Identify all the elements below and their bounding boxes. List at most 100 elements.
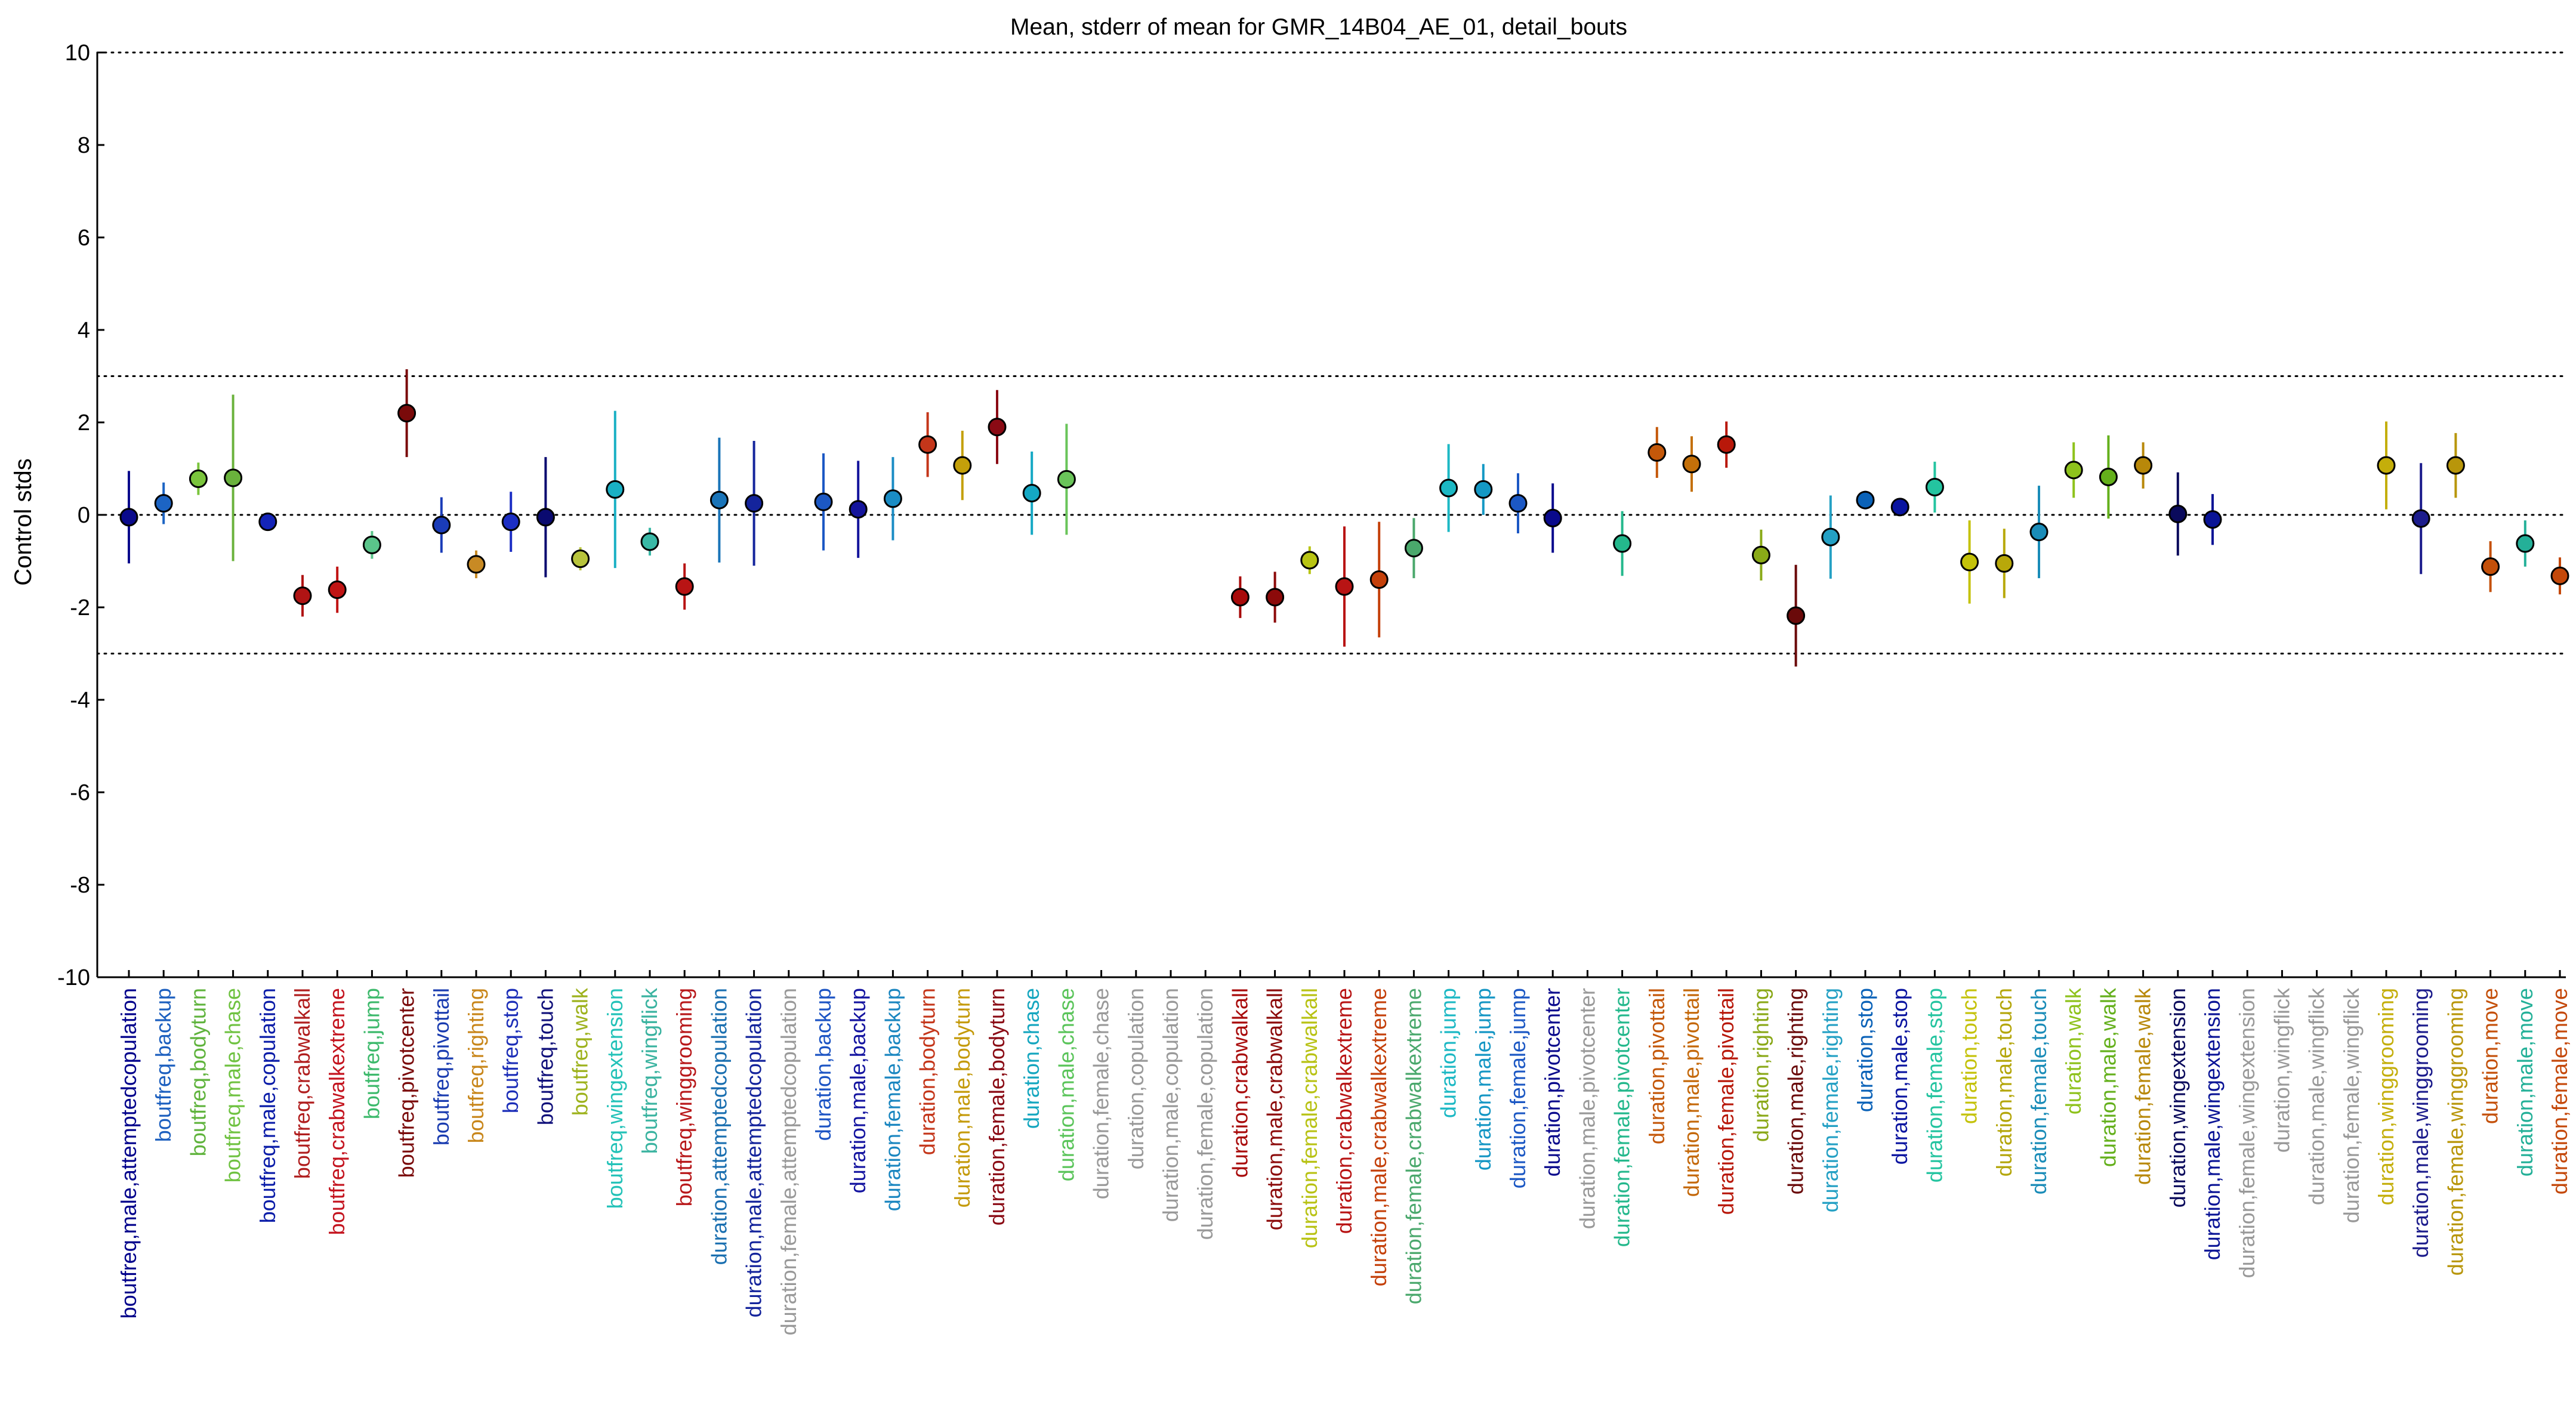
data-point-group xyxy=(849,461,868,558)
x-category-label: duration,crabwalkall xyxy=(1227,988,1252,1178)
x-category-label: duration,female,righting xyxy=(1818,988,1843,1212)
data-point-group xyxy=(1960,520,1979,604)
data-point-group xyxy=(328,566,347,613)
mean-marker xyxy=(1821,527,1840,546)
mean-marker xyxy=(606,480,625,499)
y-tick-label: 2 xyxy=(78,410,90,436)
x-category-label: duration,male,righting xyxy=(1784,988,1808,1194)
x-category-label: duration,female,stop xyxy=(1922,988,1946,1182)
mean-marker xyxy=(1613,534,1632,553)
x-category-label: boutfreq,pivottail xyxy=(429,988,454,1145)
x-category-label: duration,female,pivottail xyxy=(1714,988,1738,1215)
data-point-group xyxy=(814,453,833,551)
data-point-group xyxy=(119,471,138,564)
mean-marker xyxy=(1300,551,1319,570)
x-category-label: duration,male,backup xyxy=(846,988,870,1193)
x-category-label: duration,walk xyxy=(2061,987,2086,1114)
mean-marker xyxy=(1543,508,1562,527)
data-point-group xyxy=(224,394,243,561)
x-category-label: duration,bodyturn xyxy=(915,988,940,1155)
data-point-group xyxy=(953,430,972,501)
mean-marker xyxy=(571,549,590,569)
x-category-label: duration,female,jump xyxy=(1506,988,1530,1188)
data-point-group xyxy=(154,482,173,524)
mean-marker xyxy=(467,555,486,574)
mean-marker xyxy=(918,435,937,454)
data-point-group xyxy=(1787,564,1806,667)
data-point-group xyxy=(2446,433,2465,498)
x-category-label: boutfreq,male,chase xyxy=(221,988,245,1182)
x-category-label: duration,male,crabwalkextreme xyxy=(1366,988,1391,1286)
mean-marker xyxy=(154,494,173,513)
x-category-label: boutfreq,backup xyxy=(151,988,175,1142)
mean-marker xyxy=(397,404,417,422)
x-category-label: duration,male,winggrooming xyxy=(2408,988,2433,1258)
x-category-label: duration,crabwalkextreme xyxy=(1332,988,1356,1234)
data-point-group xyxy=(1369,521,1389,638)
mean-marker xyxy=(1439,478,1458,498)
x-category-label: boutfreq,walk xyxy=(568,987,593,1116)
data-point-group xyxy=(1335,526,1354,647)
data-point-group xyxy=(1856,490,1875,509)
mean-marker xyxy=(1404,539,1423,558)
data-point-group xyxy=(1300,546,1319,575)
x-category-label: boutfreq,stop xyxy=(498,988,523,1113)
mean-marker xyxy=(2134,456,2153,475)
y-tick-label: -8 xyxy=(70,873,90,898)
mean-marker xyxy=(2168,504,2188,523)
x-category-label: duration,copulation xyxy=(1124,988,1148,1169)
data-point-group xyxy=(1022,451,1041,535)
mean-marker xyxy=(2516,534,2535,553)
mean-marker xyxy=(328,580,347,600)
x-category-label: boutfreq,wingextension xyxy=(603,988,627,1209)
data-point-group xyxy=(467,550,486,579)
data-point-group xyxy=(918,412,937,477)
x-category-label: duration,female,winggrooming xyxy=(2443,988,2467,1276)
mean-marker xyxy=(2099,467,2118,486)
data-point-group xyxy=(189,462,208,495)
y-tick-label: -4 xyxy=(70,688,90,713)
data-point-group xyxy=(640,527,659,556)
y-tick-label: -6 xyxy=(70,780,90,805)
data-point-group xyxy=(675,563,694,610)
mean-marker xyxy=(2064,461,2083,480)
x-category-label: boutfreq,righting xyxy=(464,988,488,1143)
x-category-label: duration,female,pivotcenter xyxy=(1610,988,1634,1247)
data-point-group xyxy=(2550,557,2569,595)
y-tick-label: -10 xyxy=(57,965,90,990)
data-point-group xyxy=(1925,461,1944,513)
mean-marker xyxy=(224,468,243,487)
data-point-group xyxy=(2516,520,2535,567)
x-category-label: duration,female,wingflick xyxy=(2339,987,2364,1223)
x-category-label: duration,male,wingextension xyxy=(2200,988,2225,1260)
mean-marker xyxy=(362,535,381,554)
mean-marker xyxy=(189,470,208,489)
mean-marker xyxy=(119,508,138,527)
data-point-group xyxy=(1230,576,1250,618)
x-category-label: duration,winggrooming xyxy=(2374,988,2398,1205)
mean-marker xyxy=(1022,484,1041,503)
mean-marker xyxy=(1751,545,1770,564)
x-category-label: duration,female,backup xyxy=(880,988,905,1211)
mean-marker xyxy=(1787,606,1806,625)
data-point-group xyxy=(258,512,277,532)
x-category-label: duration,male,crabwalkall xyxy=(1263,988,1287,1230)
data-point-group xyxy=(536,457,555,578)
x-category-label: duration,male,touch xyxy=(1992,988,2016,1176)
reference-lines xyxy=(96,51,2567,654)
data-point-group xyxy=(397,369,417,458)
data-point-group xyxy=(2099,435,2118,519)
mean-marker xyxy=(536,508,555,527)
x-category-label: duration,male,jump xyxy=(1471,988,1495,1171)
x-category-label: duration,stop xyxy=(1853,988,1877,1112)
data-point-group xyxy=(988,390,1007,464)
data-point-group xyxy=(2168,472,2188,556)
x-category-label: duration,male,chase xyxy=(1054,988,1078,1181)
mean-marker xyxy=(988,418,1007,437)
x-category-label: duration,move xyxy=(2478,988,2503,1124)
x-category-label: duration,male,copulation xyxy=(1158,988,1183,1222)
x-category-label: duration,righting xyxy=(1748,988,1773,1142)
data-point-group xyxy=(1266,572,1285,623)
x-category-label: duration,jump xyxy=(1436,988,1461,1118)
